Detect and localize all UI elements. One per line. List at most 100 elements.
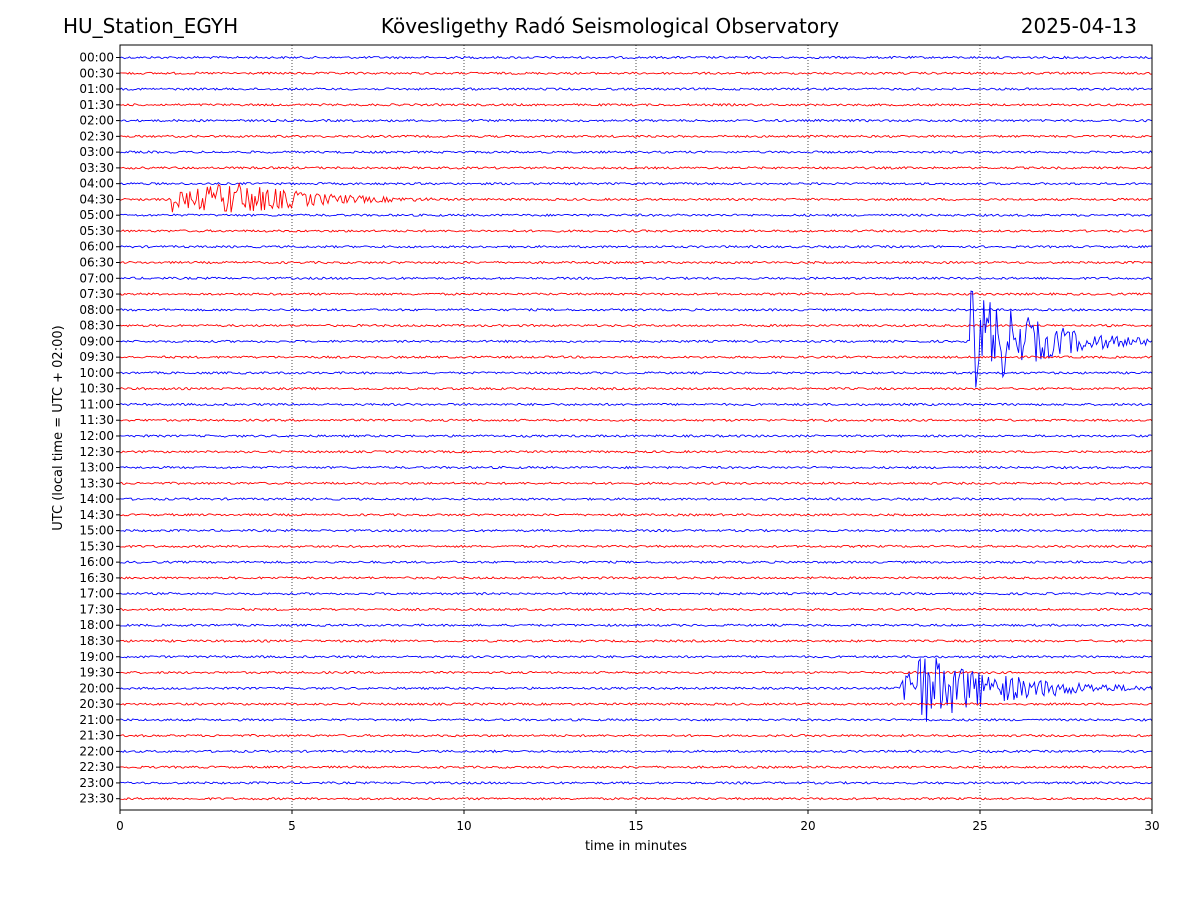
trace-2130 [119, 733, 1153, 738]
y-tick-label: 22:30 [79, 760, 114, 774]
trace-0800 [119, 308, 1152, 312]
y-tick-label: 11:30 [79, 413, 114, 427]
y-tick-label: 04:00 [79, 177, 114, 191]
trace-0330 [119, 166, 1153, 170]
x-tick-label: 10 [456, 819, 471, 833]
y-tick-label: 06:00 [79, 240, 114, 254]
y-tick-label: 08:30 [79, 319, 114, 333]
x-tick-label: 30 [1144, 819, 1159, 833]
trace-0600 [119, 244, 1153, 249]
trace-1700 [119, 591, 1153, 596]
x-tick-label: 5 [288, 819, 296, 833]
y-tick-label: 00:00 [79, 51, 114, 65]
trace-1230 [120, 449, 1153, 454]
y-tick-label: 06:30 [79, 256, 114, 270]
y-tick-label: 19:30 [79, 666, 114, 680]
y-tick-label: 13:30 [79, 476, 114, 490]
y-tick-label: 08:00 [79, 303, 114, 317]
x-axis-label: time in minutes [585, 839, 687, 854]
y-tick-label: 10:00 [79, 366, 114, 380]
trace-0000 [119, 55, 1152, 60]
x-tick-label: 15 [628, 819, 643, 833]
y-tick-label: 16:00 [79, 555, 114, 569]
trace-1730 [119, 607, 1153, 612]
y-tick-label: 23:30 [79, 792, 114, 806]
y-tick-label: 16:30 [79, 571, 114, 585]
trace-0530 [119, 229, 1153, 233]
y-tick-label: 18:30 [79, 634, 114, 648]
trace-1200 [119, 434, 1153, 438]
x-tick-label: 25 [972, 819, 987, 833]
trace-1530 [119, 544, 1153, 549]
trace-0900 [119, 290, 1153, 388]
trace-0730 [119, 292, 1153, 296]
trace-1400 [119, 497, 1153, 501]
trace-0230 [119, 134, 1153, 139]
trace-0300 [119, 150, 1153, 154]
trace-1100 [119, 402, 1153, 407]
trace-2200 [119, 749, 1153, 754]
trace-0930 [119, 355, 1153, 359]
trace-1300 [120, 465, 1153, 470]
trace-0130 [119, 102, 1153, 107]
y-tick-label: 21:30 [79, 729, 114, 743]
record-date: 2025-04-13 [1020, 14, 1137, 38]
x-tick-label: 20 [800, 819, 815, 833]
trace-1800 [119, 623, 1153, 628]
trace-1330 [119, 481, 1153, 486]
trace-1900 [119, 655, 1153, 659]
y-tick-label: 23:00 [79, 776, 114, 790]
y-tick-label: 20:30 [79, 697, 114, 711]
y-tick-label: 03:30 [79, 161, 114, 175]
y-tick-label: 00:30 [79, 66, 114, 80]
y-tick-label: 05:00 [79, 208, 114, 222]
trace-2030 [119, 702, 1153, 706]
y-tick-label: 14:30 [79, 508, 114, 522]
y-tick-label: 17:00 [79, 587, 114, 601]
station-name: HU_Station_EGYH [63, 14, 239, 38]
y-tick-label: 02:30 [79, 129, 114, 143]
y-tick-label: 13:00 [79, 461, 114, 475]
y-tick-label: 17:30 [79, 602, 114, 616]
x-axis-ticks: 0 5 10 15 20 25 30 [116, 810, 1160, 833]
y-tick-label: 11:00 [79, 397, 114, 411]
y-tick-label: 01:30 [79, 98, 114, 112]
y-tick-label: 07:30 [79, 287, 114, 301]
seismogram-traces [119, 55, 1153, 801]
trace-2230 [119, 765, 1153, 769]
y-tick-label: 03:00 [79, 145, 114, 159]
trace-1930 [119, 670, 1153, 675]
trace-1000 [120, 371, 1153, 375]
y-axis-label: UTC (local time = UTC + 02:00) [51, 325, 66, 530]
trace-2100 [119, 718, 1153, 722]
trace-0700 [119, 276, 1153, 281]
trace-0430 [119, 181, 1153, 213]
y-tick-label: 14:00 [79, 492, 114, 506]
trace-1830 [119, 639, 1153, 643]
y-tick-label: 01:00 [79, 82, 114, 96]
y-tick-label: 18:00 [79, 618, 114, 632]
y-tick-label: 07:00 [79, 271, 114, 285]
y-tick-label: 15:30 [79, 539, 114, 553]
trace-2000 [119, 657, 1153, 722]
trace-1130 [119, 418, 1153, 422]
trace-0500 [119, 213, 1153, 217]
y-tick-label: 12:00 [79, 429, 114, 443]
y-tick-label: 04:30 [79, 192, 114, 206]
observatory-title: Kövesligethy Radó Seismological Observat… [380, 14, 840, 38]
x-tick-label: 0 [116, 819, 124, 833]
trace-0400 [119, 181, 1153, 186]
y-tick-label: 05:30 [79, 224, 114, 238]
y-tick-label: 02:00 [79, 114, 114, 128]
trace-0030 [120, 71, 1153, 75]
trace-2300 [119, 781, 1153, 785]
trace-1500 [119, 528, 1153, 533]
y-tick-label: 19:00 [79, 650, 114, 664]
trace-0630 [119, 260, 1153, 265]
y-tick-label: 09:00 [79, 334, 114, 348]
trace-0200 [119, 118, 1153, 123]
trace-0100 [119, 87, 1153, 91]
trace-1430 [119, 513, 1153, 517]
